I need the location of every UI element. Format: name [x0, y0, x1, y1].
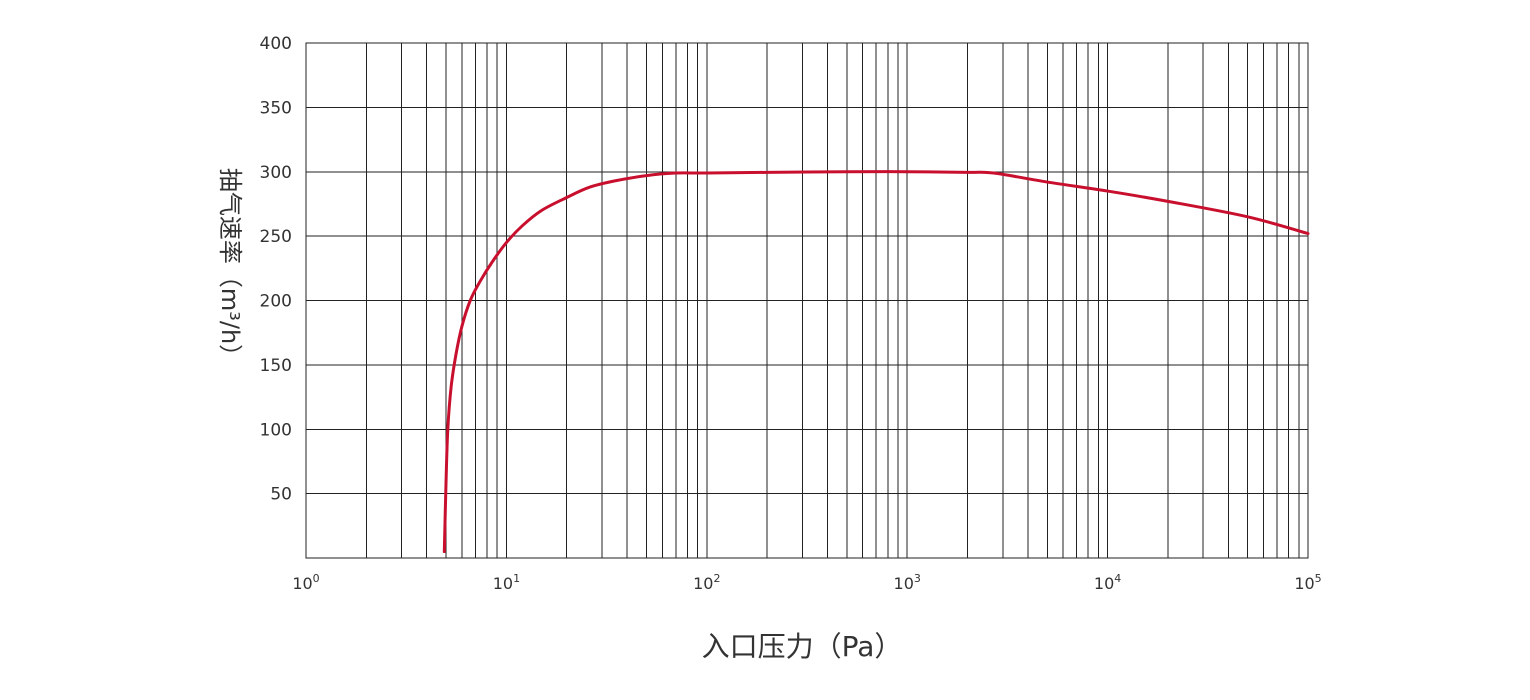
y-tick-label: 100	[260, 420, 292, 440]
x-tick-labels: 100 101 102 103 104 105	[292, 572, 1321, 593]
grid	[306, 42, 1308, 558]
plot-frame	[305, 42, 1309, 559]
x-axis-title: 入口压力（Pa）	[702, 630, 903, 663]
x-tick-label: 102	[693, 572, 720, 593]
y-tick-labels: 50 100 150 200 250 300 350 400	[260, 34, 292, 505]
x-tick-label: 104	[1094, 572, 1121, 593]
y-axis-title: 抽气速率（m³/h）	[216, 168, 244, 368]
y-tick-label: 200	[260, 292, 292, 312]
y-tick-label: 300	[260, 163, 292, 183]
series-layer	[442, 170, 1310, 554]
y-tick-label: 250	[260, 227, 292, 247]
y-tick-label: 350	[260, 98, 292, 118]
x-tick-label: 100	[292, 572, 319, 593]
x-tick-label: 103	[894, 572, 921, 593]
y-tick-label: 400	[260, 34, 292, 54]
x-tick-label: 105	[1294, 572, 1321, 593]
x-tick-label: 101	[493, 572, 520, 593]
series-line	[442, 170, 1310, 554]
y-tick-label: 150	[260, 356, 292, 376]
y-tick-label: 50	[270, 485, 292, 505]
